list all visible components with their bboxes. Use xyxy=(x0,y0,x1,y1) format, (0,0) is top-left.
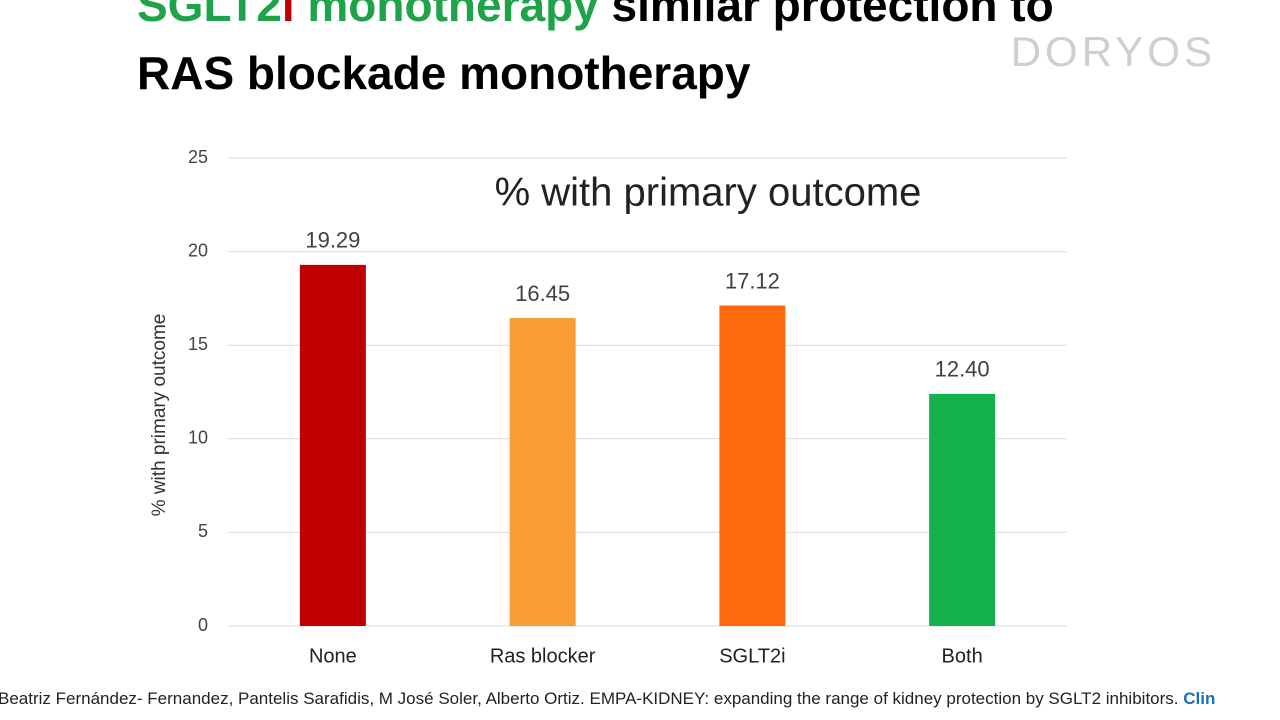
y-tick-label: 20 xyxy=(188,240,208,260)
y-tick-label: 10 xyxy=(188,428,208,448)
y-tick-label: 0 xyxy=(198,615,208,635)
title-segment: monotherapy xyxy=(294,0,599,31)
bar xyxy=(929,393,996,626)
value-label: 17.12 xyxy=(725,268,780,293)
chart-title: % with primary outcome xyxy=(495,171,922,215)
y-axis-label: % with primary outcome xyxy=(149,314,170,517)
x-tick-label: Both xyxy=(942,645,983,667)
citation-text: Beatriz Fernández- Fernandez, Pantelis S… xyxy=(0,689,1184,708)
citation-link[interactable]: Clin xyxy=(1183,689,1216,708)
watermark: DORYOS xyxy=(1010,28,1216,75)
y-tick-label: 5 xyxy=(198,521,208,541)
title-segment: i xyxy=(281,0,295,31)
value-label: 16.45 xyxy=(515,281,570,306)
title-segment: SGLT2 xyxy=(137,0,282,31)
chart: % with primary outcome % with primary ou… xyxy=(149,147,1067,667)
slide-title: RAS blockade monotherapy xyxy=(137,47,751,99)
y-tick-label: 25 xyxy=(188,147,208,167)
y-tick-label: 15 xyxy=(188,334,208,354)
citation: Beatriz Fernández- Fernandez, Pantelis S… xyxy=(0,689,1215,709)
slide-title: SGLT2i monotherapy similar protection to xyxy=(137,0,1054,32)
bar xyxy=(719,305,786,626)
value-label: 12.40 xyxy=(935,357,990,382)
bar xyxy=(299,264,366,626)
x-tick-label: None xyxy=(309,645,357,667)
x-tick-label: Ras blocker xyxy=(490,645,596,667)
value-label: 19.29 xyxy=(305,228,360,253)
title-segment: similar protection to xyxy=(598,0,1054,31)
bar xyxy=(509,318,576,626)
x-tick-label: SGLT2i xyxy=(719,645,785,667)
